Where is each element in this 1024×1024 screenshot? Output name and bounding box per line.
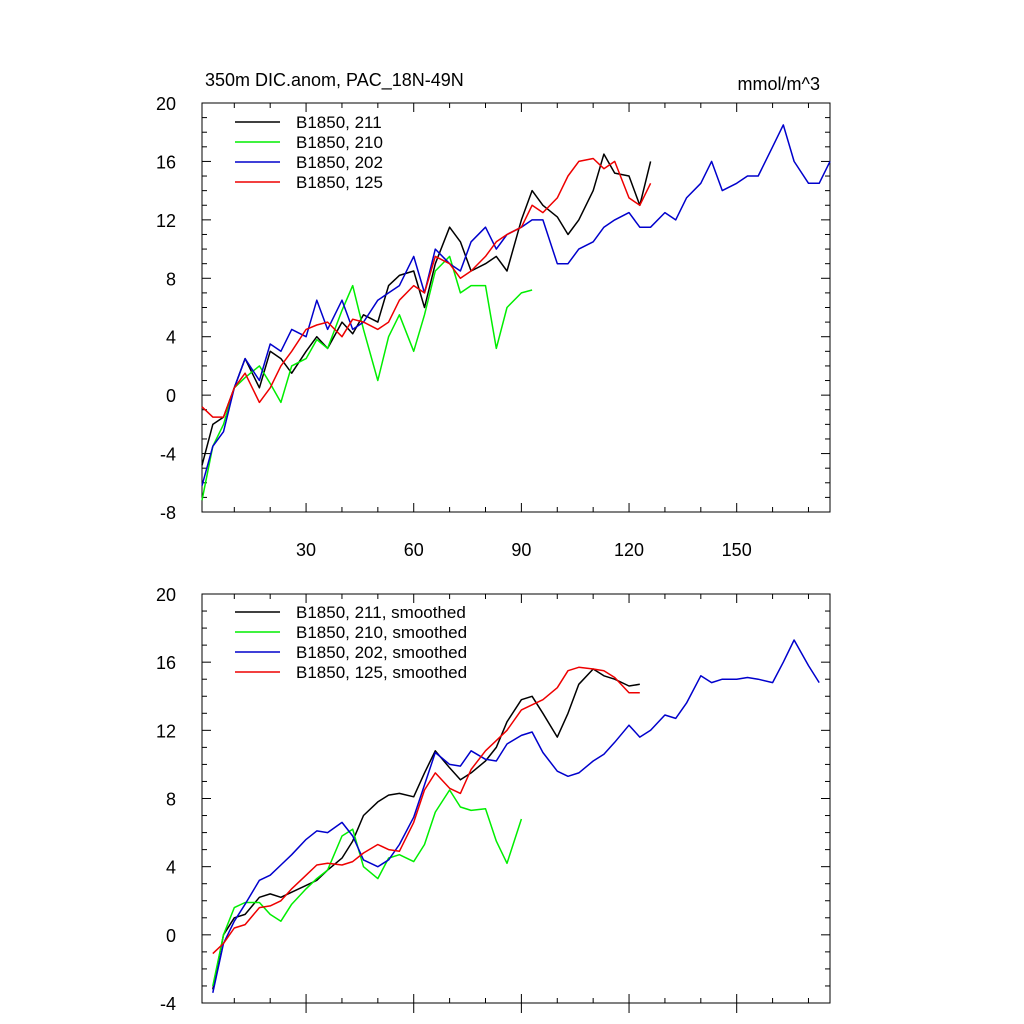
top-chart-units: mmol/m^3	[738, 74, 820, 94]
top-panel: 350m DIC.anom, PAC_18N-49N mmol/m^3 -8 -4…	[156, 70, 831, 560]
bottom-series-line-3	[212, 666, 640, 955]
top-ytick-label: 8	[166, 269, 176, 289]
top-xtick-label: 90	[511, 540, 531, 560]
bottom-ytick-label: 4	[166, 858, 176, 878]
bottom-ytick-label: 16	[156, 653, 176, 673]
bottom-legend-label-3: B1850, 125, smoothed	[296, 663, 467, 682]
bottom-ytick-label: 20	[156, 585, 176, 605]
bottom-ytick-label: 12	[156, 721, 176, 741]
top-series-line-1	[201, 255, 533, 501]
top-series-line-3	[201, 157, 652, 418]
top-legend-label-2: B1850, 202	[296, 153, 383, 172]
bottom-ytick-label: 0	[166, 926, 176, 946]
top-ytick-label: 16	[156, 152, 176, 172]
top-xtick-label: 150	[722, 540, 752, 560]
bottom-ytick-label: -4	[160, 994, 176, 1014]
bottom-legend-label-2: B1850, 202, smoothed	[296, 643, 467, 662]
top-ytick-label: -8	[160, 503, 176, 523]
top-chart-title: 350m DIC.anom, PAC_18N-49N	[205, 70, 464, 91]
bottom-legend-label-0: B1850, 211, smoothed	[296, 603, 466, 622]
top-ytick-label: 20	[156, 94, 176, 114]
top-series-line-0	[201, 153, 652, 466]
bottom-ytick-label: 8	[166, 790, 176, 810]
top-xtick-label: 120	[614, 540, 644, 560]
top-legend-label-1: B1850, 210	[296, 133, 383, 152]
top-ytick-label: -4	[160, 445, 176, 465]
top-xtick-label: 60	[404, 540, 424, 560]
top-ytick-label: 4	[166, 328, 176, 348]
bottom-series-line-0	[212, 668, 640, 990]
top-xtick-label: 30	[296, 540, 316, 560]
bottom-legend-label-1: B1850, 210, smoothed	[296, 623, 467, 642]
top-ytick-label: 12	[156, 211, 176, 231]
top-legend-label-0: B1850, 211	[296, 113, 382, 132]
top-ytick-label: 0	[166, 386, 176, 406]
bottom-series-line-1	[212, 789, 523, 987]
top-legend-label-3: B1850, 125	[296, 173, 383, 192]
bottom-series-line-2	[212, 639, 820, 993]
